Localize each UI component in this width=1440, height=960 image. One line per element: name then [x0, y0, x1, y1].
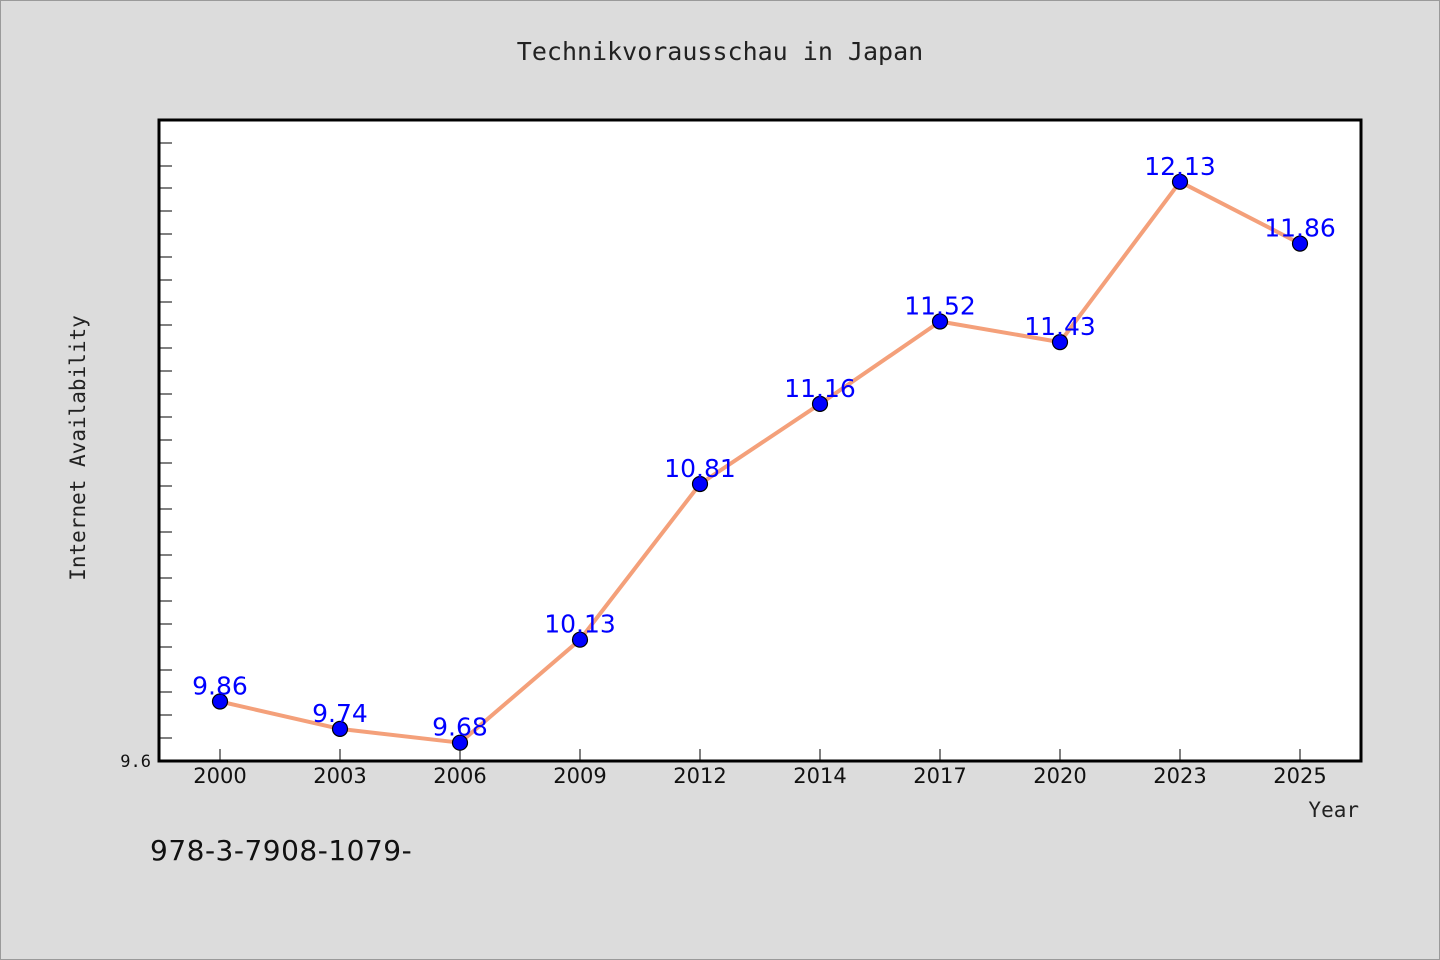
data-point	[1291, 235, 1309, 252]
data-point	[331, 720, 349, 738]
data-point	[691, 475, 709, 493]
data-label: 11.52	[904, 292, 976, 321]
y-axis-ticks: 9.6	[120, 142, 172, 772]
data-label: 9.74	[312, 699, 368, 728]
data-label: 11.43	[1024, 312, 1096, 341]
x-axis-ticks: 2000 2003 2006 2009 2012 2014 2017 2020 2023 2025	[193, 749, 1327, 788]
isbn-code-text: 978-3-7908-1079-	[150, 834, 413, 867]
data-point	[931, 313, 949, 330]
data-point	[451, 734, 469, 751]
x-tick-label: 2000	[193, 764, 246, 788]
data-label: 9.68	[432, 713, 488, 742]
data-label: 10.13	[544, 610, 616, 639]
data-label: 11.16	[784, 374, 856, 403]
x-tick-label: 2023	[1153, 764, 1206, 788]
data-point	[1171, 173, 1189, 190]
data-label: 11.86	[1264, 214, 1336, 243]
data-point	[1051, 334, 1069, 351]
series-line	[219, 179, 1301, 745]
x-tick-label: 2014	[793, 764, 846, 788]
x-tick-label: 2012	[673, 764, 726, 788]
x-tick-label: 2025	[1273, 764, 1326, 788]
data-point	[571, 631, 589, 648]
data-label-layer: 9.86 9.74 9.68 10.13 10.81 11.16 11.52 11.43 12.…	[192, 152, 1336, 742]
data-point	[811, 395, 829, 412]
y-tick-label: 9.6	[120, 752, 151, 772]
x-tick-label: 2009	[553, 764, 606, 788]
plot-area	[157, 118, 1363, 763]
data-label: 9.86	[192, 672, 248, 701]
series-layer	[211, 173, 1309, 751]
data-label: 10.81	[664, 454, 736, 483]
x-tick-label: 2020	[1033, 764, 1086, 788]
x-tick-label: 2006	[433, 764, 486, 788]
data-label: 12.13	[1144, 152, 1216, 181]
y-axis-title: Internet Availability	[66, 315, 90, 581]
x-tick-label: 2017	[913, 764, 966, 788]
x-tick-label: 2003	[313, 764, 366, 788]
x-axis-title: Year	[1308, 798, 1359, 822]
data-point	[211, 693, 229, 710]
chart-title: Technikvorausschau in Japan	[517, 37, 923, 66]
